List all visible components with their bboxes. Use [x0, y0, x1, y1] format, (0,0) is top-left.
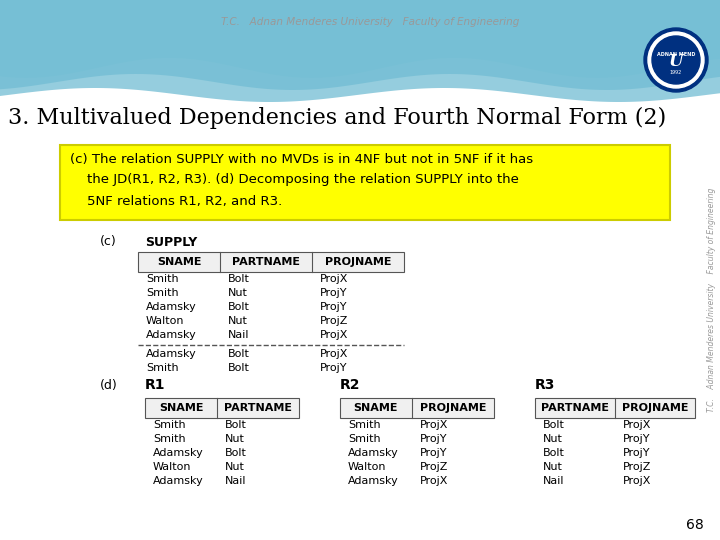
Text: Smith: Smith [153, 434, 186, 444]
Text: ProjY: ProjY [420, 434, 448, 444]
Text: ProjX: ProjX [623, 476, 652, 486]
Polygon shape [0, 0, 720, 67]
Text: ProjX: ProjX [320, 349, 348, 359]
Text: Bolt: Bolt [228, 274, 250, 284]
Text: Smith: Smith [146, 274, 179, 284]
Text: (c) The relation SUPPLY with no MVDs is in 4NF but not in 5NF if it has: (c) The relation SUPPLY with no MVDs is … [70, 152, 533, 165]
Text: R1: R1 [145, 378, 166, 392]
Text: Nut: Nut [225, 434, 245, 444]
Text: Nut: Nut [225, 462, 245, 472]
Text: (c): (c) [100, 235, 117, 248]
Text: Smith: Smith [348, 434, 381, 444]
Text: Nail: Nail [543, 476, 564, 486]
Text: PROJNAME: PROJNAME [420, 403, 486, 413]
Text: R3: R3 [535, 378, 555, 392]
Text: Nail: Nail [228, 330, 250, 340]
Text: Adamsky: Adamsky [348, 476, 399, 486]
Text: Smith: Smith [146, 363, 179, 373]
Text: Bolt: Bolt [225, 448, 247, 458]
Text: Walton: Walton [348, 462, 387, 472]
Text: Bolt: Bolt [543, 448, 565, 458]
Text: ProjY: ProjY [320, 302, 348, 312]
Text: Nut: Nut [228, 316, 248, 326]
Text: SNAME: SNAME [157, 257, 202, 267]
Text: U: U [669, 53, 683, 71]
Text: PROJNAME: PROJNAME [622, 403, 688, 413]
Text: ProjX: ProjX [623, 420, 652, 430]
Text: Adamsky: Adamsky [153, 448, 204, 458]
Text: Smith: Smith [146, 288, 179, 298]
Text: ProjZ: ProjZ [420, 462, 449, 472]
Bar [535, 398, 695, 418]
Text: ProjY: ProjY [320, 363, 348, 373]
Text: Adamsky: Adamsky [153, 476, 204, 486]
Text: Adamsky: Adamsky [146, 302, 197, 312]
Text: (d): (d) [100, 379, 118, 392]
Text: ProjZ: ProjZ [623, 462, 652, 472]
Text: Adamsky: Adamsky [146, 349, 197, 359]
Text: SNAME: SNAME [158, 403, 203, 413]
Text: T.C.    Adnan Menderes University    Faculty of Engineering: T.C. Adnan Menderes University Faculty o… [708, 188, 716, 412]
Text: ProjY: ProjY [320, 288, 348, 298]
Text: PARTNAME: PARTNAME [232, 257, 300, 267]
Text: Bolt: Bolt [543, 420, 565, 430]
Text: Adamsky: Adamsky [348, 448, 399, 458]
Polygon shape [0, 0, 720, 102]
Text: Smith: Smith [348, 420, 381, 430]
Circle shape [644, 28, 708, 92]
Text: PROJNAME: PROJNAME [325, 257, 391, 267]
Polygon shape [0, 0, 720, 78]
Text: Bolt: Bolt [228, 363, 250, 373]
Circle shape [648, 32, 704, 88]
Text: Adamsky: Adamsky [146, 330, 197, 340]
Text: ProjY: ProjY [623, 434, 650, 444]
Text: Nail: Nail [225, 476, 246, 486]
Bar [340, 398, 494, 418]
Circle shape [652, 36, 700, 84]
Text: ProjZ: ProjZ [320, 316, 348, 326]
Text: ProjX: ProjX [320, 330, 348, 340]
Text: 5NF relations R1, R2, and R3.: 5NF relations R1, R2, and R3. [70, 194, 282, 207]
Text: ProjX: ProjX [420, 476, 449, 486]
Polygon shape [0, 0, 720, 90]
Text: PARTNAME: PARTNAME [541, 403, 609, 413]
Text: Smith: Smith [153, 420, 186, 430]
Text: ProjY: ProjY [623, 448, 650, 458]
Text: T.C.   Adnan Menderes University   Faculty of Engineering: T.C. Adnan Menderes University Faculty o… [221, 17, 519, 27]
Bar [60, 145, 670, 220]
Text: PARTNAME: PARTNAME [224, 403, 292, 413]
Text: 1992: 1992 [670, 70, 682, 75]
Text: Nut: Nut [228, 288, 248, 298]
Text: Bolt: Bolt [228, 349, 250, 359]
Text: ProjX: ProjX [420, 420, 449, 430]
Text: 3. Multivalued Dependencies and Fourth Normal Form (2): 3. Multivalued Dependencies and Fourth N… [8, 107, 666, 129]
Text: R2: R2 [340, 378, 361, 392]
Text: Bolt: Bolt [228, 302, 250, 312]
Text: ProjY: ProjY [420, 448, 448, 458]
Text: Walton: Walton [146, 316, 184, 326]
Text: Nut: Nut [543, 462, 563, 472]
Text: ProjX: ProjX [320, 274, 348, 284]
Text: the JD(R1, R2, R3). (d) Decomposing the relation SUPPLY into the: the JD(R1, R2, R3). (d) Decomposing the … [70, 173, 519, 186]
Bar [145, 398, 299, 418]
Text: Nut: Nut [543, 434, 563, 444]
Bar [138, 252, 404, 272]
Text: Bolt: Bolt [225, 420, 247, 430]
Text: 68: 68 [686, 518, 704, 532]
Text: SUPPLY: SUPPLY [145, 235, 197, 248]
Text: Walton: Walton [153, 462, 192, 472]
Text: ADNAN MEND: ADNAN MEND [657, 52, 696, 57]
Text: SNAME: SNAME [354, 403, 398, 413]
